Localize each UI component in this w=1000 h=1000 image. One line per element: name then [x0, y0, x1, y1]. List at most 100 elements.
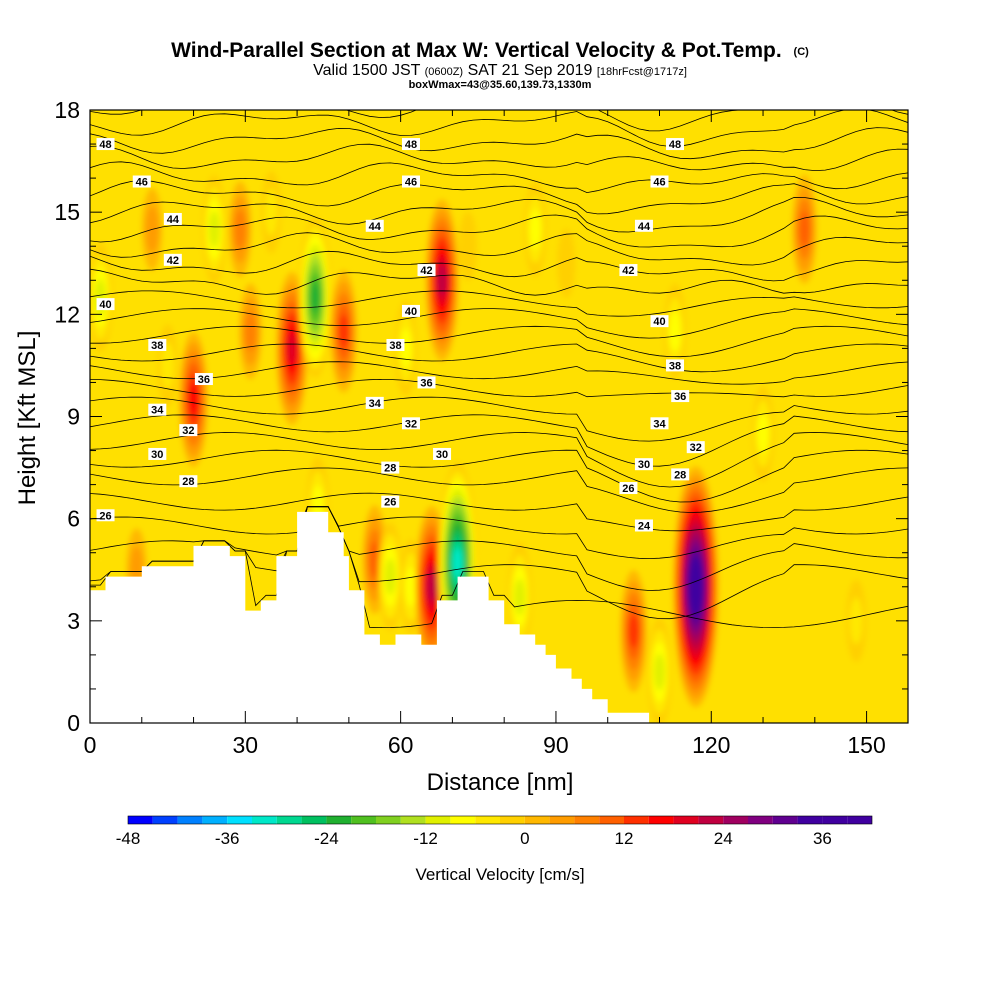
- w-feature-ring: [427, 571, 437, 603]
- theta-contour: [90, 308, 908, 339]
- w-feature-ring: [369, 541, 381, 578]
- contour-label: 42: [417, 264, 436, 277]
- w-feature-ring: [264, 188, 278, 236]
- valid-date: SAT 21 Sep 2019: [468, 62, 593, 79]
- contour-label: 32: [401, 417, 420, 430]
- theta-contour: [90, 414, 908, 467]
- w-feature-ring: [208, 211, 220, 248]
- w-feature-ring: [654, 653, 665, 691]
- colorbar-tick-label: 36: [813, 829, 832, 848]
- colorbar-tick-label: -24: [314, 829, 339, 848]
- colorbar-swatch: [822, 816, 848, 824]
- w-feature-ring: [799, 211, 810, 248]
- colorbar-tick-label: 24: [714, 829, 733, 848]
- colorbar-swatch: [748, 816, 773, 824]
- x-axis: 0 30 60 90 120 150: [84, 110, 886, 758]
- contour-label-text: 38: [389, 340, 401, 352]
- y-axis-label: Height [Kft MSL]: [14, 331, 41, 506]
- colorbar-tick-label: -36: [215, 829, 240, 848]
- theta-contour: [90, 214, 908, 248]
- valid-utc: (0600Z): [425, 66, 464, 78]
- theta-contour: [90, 110, 908, 147]
- y-tick-label: 0: [67, 710, 80, 736]
- contour-label: 26: [381, 495, 400, 509]
- colorbar-swatch: [400, 816, 426, 824]
- w-feature-ring: [757, 413, 769, 454]
- chart-title-text: Wind-Parallel Section at Max W: Vertical…: [171, 39, 782, 62]
- w-feature-ring: [458, 211, 477, 281]
- theta-contour: [90, 196, 908, 233]
- colorbar-swatch: [524, 816, 550, 824]
- contour-label-text: 32: [405, 418, 417, 430]
- w-feature-ring: [453, 548, 463, 578]
- w-feature-ring: [234, 209, 246, 250]
- colorbar-swatch: [252, 816, 277, 824]
- contour-label: 40: [650, 315, 669, 328]
- y-tick-label: 9: [67, 404, 80, 430]
- colorbar-swatch: [500, 816, 525, 824]
- x-tick-label: 0: [84, 732, 97, 758]
- x-tick-label: 150: [847, 732, 885, 758]
- box-info: boxWmax=43@35.60,139.73,1330m: [409, 79, 592, 91]
- contour-label: 24: [634, 519, 653, 532]
- contour-label: 38: [666, 359, 685, 372]
- w-feature-ring: [384, 558, 396, 595]
- colorbar-tick-label: -48: [116, 829, 141, 848]
- colorbar-swatch: [276, 816, 302, 824]
- contour-label: 32: [179, 424, 198, 437]
- theta-contour: [90, 449, 908, 503]
- valid-time: Valid 1500 JST: [313, 62, 421, 79]
- w-feature-ring: [338, 314, 349, 349]
- colorbar-swatch: [599, 816, 624, 824]
- contour-label: 40: [401, 304, 420, 318]
- contour-label: 48: [666, 138, 685, 151]
- contour-label-text: 44: [638, 221, 651, 233]
- contour-label: 38: [148, 338, 167, 352]
- contour-label: 36: [194, 373, 213, 386]
- w-feature-ring: [400, 328, 412, 369]
- theta-contour: [90, 432, 908, 488]
- contour-label-text: 36: [674, 391, 686, 403]
- colorbar-tick-label: 12: [615, 829, 634, 848]
- contour-label: 38: [386, 338, 405, 352]
- w-feature-ring: [557, 228, 576, 298]
- x-tick-label: 90: [543, 732, 569, 758]
- contour-label-text: 40: [653, 316, 665, 328]
- colorbar-tick-label: 0: [520, 829, 529, 848]
- contour-label-text: 40: [405, 306, 417, 318]
- contour-label: 26: [96, 509, 115, 522]
- contour-label-text: 42: [420, 265, 432, 277]
- colorbar-swatch: [797, 816, 823, 824]
- contour-label-text: 30: [151, 449, 163, 461]
- colorbar-swatch: [128, 816, 153, 824]
- contour-label: 48: [96, 138, 115, 151]
- theta-contour: [90, 378, 908, 398]
- theta-contour: [90, 506, 908, 560]
- contour-label: 44: [634, 219, 653, 233]
- contour-label-text: 32: [690, 442, 702, 454]
- theta-contour: [90, 250, 908, 282]
- contour-label-text: 30: [436, 449, 448, 461]
- contour-label: 28: [671, 468, 690, 481]
- colorbar-swatch: [847, 816, 872, 824]
- colorbar-swatch: [177, 816, 203, 824]
- theta-contour: [90, 180, 908, 215]
- contour-label: 44: [365, 219, 384, 233]
- theta-contour: [90, 492, 908, 532]
- contour-label: 32: [686, 441, 705, 454]
- w-feature-ring: [691, 572, 701, 601]
- contour-label-text: 42: [167, 255, 179, 267]
- x-axis-label: Distance [nm]: [427, 769, 574, 796]
- w-feature-ring: [188, 383, 199, 416]
- colorbar-swatch: [549, 816, 575, 824]
- copyright-mark: (C): [794, 46, 810, 58]
- theta-contour: [90, 467, 908, 513]
- contour-label: 28: [179, 475, 198, 488]
- w-feature-ring: [628, 614, 639, 649]
- y-tick-label: 6: [67, 506, 80, 532]
- colorbar-swatch: [425, 816, 451, 824]
- contour-label: 46: [401, 175, 420, 189]
- contour-label: 44: [163, 212, 182, 226]
